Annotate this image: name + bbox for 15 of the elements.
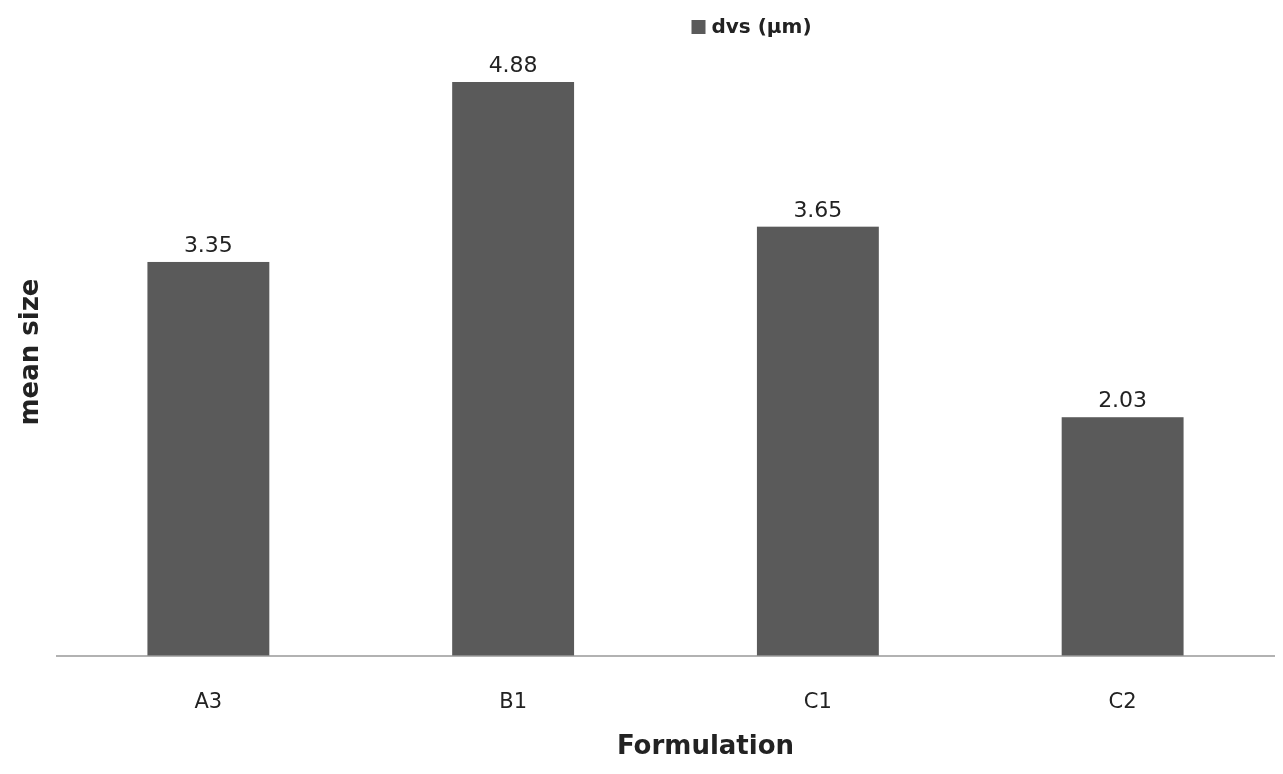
x-tick-label: C1 [803, 689, 832, 713]
x-tick-label: B1 [499, 689, 528, 713]
y-axis-title: mean size [14, 278, 44, 426]
bar [147, 261, 270, 656]
x-axis-title: Formulation [616, 730, 795, 760]
data-label: 3.65 [793, 196, 843, 222]
data-label: 2.03 [1098, 387, 1148, 413]
data-label: 3.35 [183, 231, 233, 257]
data-label: 4.88 [488, 52, 538, 77]
bar [1061, 417, 1184, 656]
x-tick-label: A3 [194, 689, 223, 713]
x-tick-label: C2 [1108, 689, 1137, 713]
bar [756, 226, 879, 656]
bar [452, 82, 575, 656]
legend-label: dvs (µm) [711, 14, 812, 38]
